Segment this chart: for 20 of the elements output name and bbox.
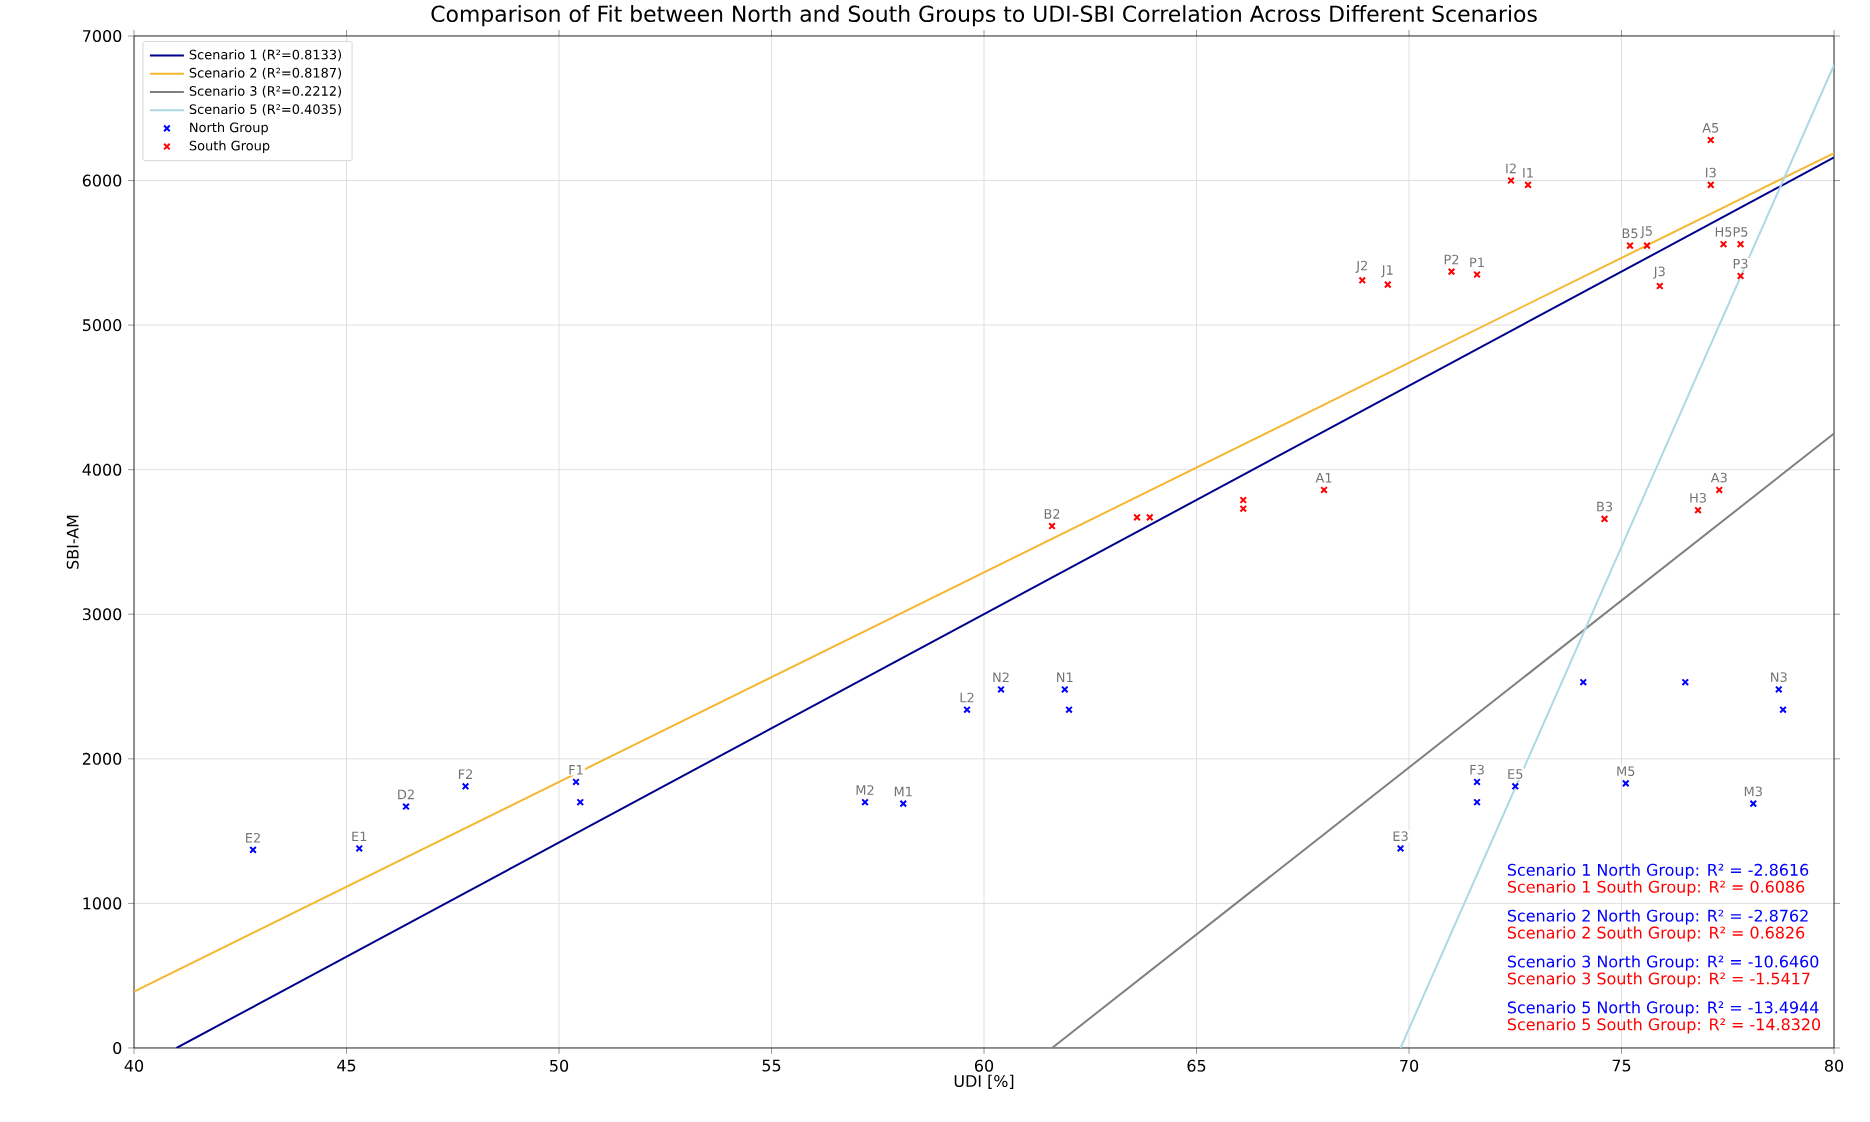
point <box>1065 705 1073 714</box>
point <box>1719 240 1728 248</box>
point <box>1060 685 1069 694</box>
point <box>899 799 908 808</box>
point <box>1774 685 1783 694</box>
point <box>1749 799 1758 808</box>
point <box>963 705 971 714</box>
point <box>1736 240 1745 248</box>
point <box>1383 280 1392 289</box>
chart-title: Comparison of Fit between North and South Groups to UDI-SBI Correlation Across Different Scenarios <box>431 5 1537 27</box>
point <box>461 782 470 791</box>
point <box>1715 486 1724 494</box>
point <box>1621 779 1630 788</box>
point <box>1779 705 1787 714</box>
point <box>1396 844 1405 853</box>
point <box>1145 513 1154 522</box>
point <box>1447 267 1456 276</box>
point <box>355 844 364 853</box>
point <box>1706 181 1715 189</box>
point <box>1600 515 1609 523</box>
